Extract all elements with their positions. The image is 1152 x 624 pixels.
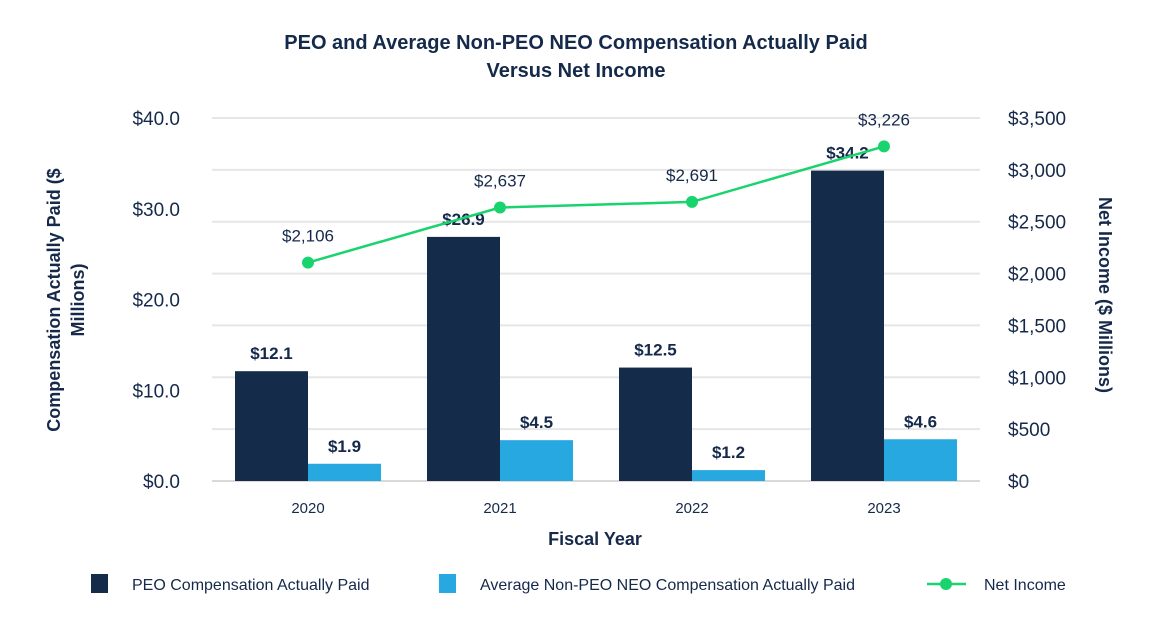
bar-non-peo — [500, 440, 573, 481]
net-income-label: $3,226 — [858, 110, 910, 129]
net-income-point — [494, 201, 506, 214]
y2-tick-label: $2,000 — [1008, 265, 1066, 286]
y2-tick-label: $500 — [1008, 420, 1050, 441]
y-axis-label-line-1: Compensation Actually Paid ($ — [44, 168, 64, 431]
legend-label-non-peo: Average Non-PEO NEO Compensation Actuall… — [480, 577, 855, 594]
x-axis-label: Fiscal Year — [548, 529, 642, 549]
bar-label-peo: $34.2 — [826, 144, 869, 163]
y2-axis-label: Net Income ($ Millions) — [1095, 197, 1115, 393]
net-income-point — [686, 195, 698, 208]
y-tick-label: $20.0 — [132, 291, 180, 312]
bar-label-non-peo: $1.2 — [712, 443, 745, 462]
legend: PEO Compensation Actually Paid Average N… — [91, 574, 1066, 594]
bar-label-non-peo: $4.6 — [904, 412, 937, 431]
bar-peo — [235, 371, 308, 481]
y-axis-label-line-2: Millions) — [68, 264, 88, 337]
y-tick-label: $0.0 — [143, 472, 180, 493]
legend-label-peo: PEO Compensation Actually Paid — [132, 577, 369, 594]
x-tick-label: 2022 — [675, 500, 708, 517]
net-income-label: $2,106 — [282, 227, 334, 246]
bar-label-non-peo: $4.5 — [520, 413, 553, 432]
y2-tick-label: $2,500 — [1008, 213, 1066, 234]
bars: $12.1$26.9$12.5$34.2$1.9$4.5$1.2$4.6 — [235, 144, 957, 481]
chart-title-line-2: Versus Net Income — [487, 60, 666, 82]
net-income-point — [302, 256, 314, 269]
net-income-label: $2,637 — [474, 172, 526, 191]
legend-swatch-non-peo — [439, 574, 456, 593]
chart-title-line-1: PEO and Average Non-PEO NEO Compensation… — [284, 32, 867, 54]
bar-label-peo: $12.1 — [250, 344, 293, 363]
y-axis-ticks: $0.0 $10.0 $20.0 $30.0 $40.0 — [132, 109, 180, 493]
net-income-line: $2,106 $2,637 $2,691 $3,226 — [282, 110, 910, 269]
bar-label-non-peo: $1.9 — [328, 437, 361, 456]
y2-tick-label: $1,000 — [1008, 368, 1066, 389]
bar-peo — [619, 367, 692, 481]
y2-tick-label: $3,500 — [1008, 109, 1066, 130]
x-tick-label: 2023 — [867, 500, 900, 517]
y-tick-label: $30.0 — [132, 200, 180, 221]
y2-tick-label: $3,000 — [1008, 161, 1066, 182]
y2-tick-label: $1,500 — [1008, 316, 1066, 337]
net-income-point — [878, 140, 890, 153]
x-tick-label: 2021 — [483, 500, 516, 517]
legend-label-net-income: Net Income — [984, 577, 1066, 594]
bar-peo — [811, 170, 884, 481]
legend-marker-net-income — [940, 578, 952, 590]
x-tick-label: 2020 — [291, 500, 324, 517]
y-tick-label: $40.0 — [132, 109, 180, 130]
y-tick-label: $10.0 — [132, 381, 180, 402]
legend-swatch-peo — [91, 574, 108, 593]
x-axis-ticks: 2020 2021 2022 2023 — [291, 500, 900, 517]
y2-tick-label: $0 — [1008, 472, 1029, 493]
bar-non-peo — [692, 470, 765, 481]
net-income-polyline — [307, 145, 885, 264]
bar-non-peo — [884, 439, 957, 481]
net-income-label: $2,691 — [666, 166, 718, 185]
bar-label-peo: $12.5 — [634, 341, 677, 360]
bar-peo — [427, 236, 500, 481]
y2-axis-ticks: $0 $500 $1,000 $1,500 $2,000 $2,500 $3,000 $3,5… — [1008, 109, 1066, 493]
bar-non-peo — [308, 463, 381, 481]
gridlines — [212, 117, 980, 482]
